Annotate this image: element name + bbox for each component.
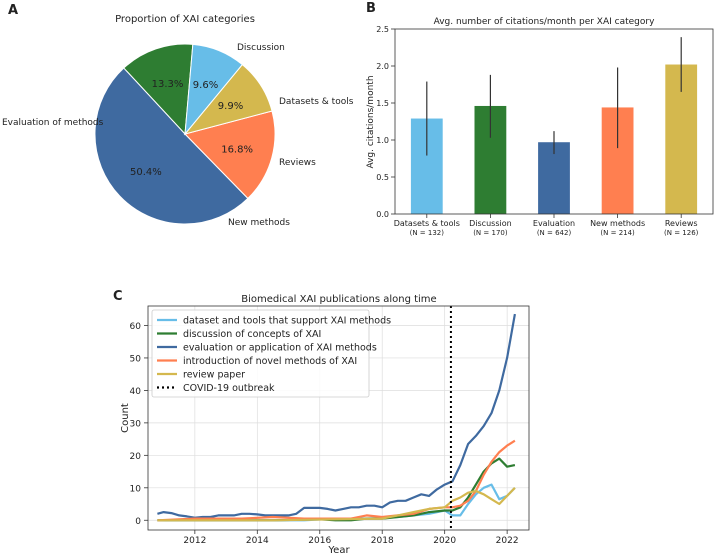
line-plot-frame [147, 305, 530, 531]
bar-title: Avg. number of citations/month per XAI c… [434, 17, 656, 27]
bar-y-tick-label: 1.5 [376, 99, 389, 108]
bar-x-tick-label: New methods [590, 219, 645, 228]
line-y-tick-label: 20 [130, 452, 142, 462]
line-legend: dataset and tools that support XAI metho… [151, 309, 391, 398]
pie-slice-discussion [123, 43, 194, 136]
legend-box [151, 309, 370, 398]
pie-slice-evaluation-of-methods [94, 67, 249, 225]
series-line-evaluation-or-application-of-xai-methods [157, 313, 516, 519]
line-y-axis-label: Count [120, 403, 131, 433]
line-x-tick-label: 2012 [183, 536, 206, 546]
bar-x-tick-label: Evaluation [533, 219, 575, 228]
bar-x-tick-label: Discussion [469, 219, 512, 228]
pie-slice-new-methods [184, 110, 276, 200]
bar-y-axis-label: Avg. citations/month [366, 75, 376, 168]
line-y-tick-label: 30 [130, 419, 142, 429]
line-x-tick-label: 2014 [246, 536, 269, 546]
pie-slice-label: Reviews [279, 158, 316, 168]
bar-y-tick-label: 1.0 [376, 136, 389, 145]
bar-x-tick-count: (N = 126) [664, 229, 699, 237]
legend-label: introduction of novel methods of XAI [183, 356, 357, 367]
pie-slice-label: Discussion [237, 43, 285, 53]
pie-slice-label: Datasets & tools [279, 97, 354, 107]
line-x-tick-label: 2018 [371, 536, 394, 546]
line-y-tick-label: 0 [135, 517, 141, 527]
line-x-tick-label: 2020 [433, 536, 456, 546]
line-title: Biomedical XAI publications along time [241, 294, 436, 305]
bar-y-tick-label: 2.0 [376, 62, 389, 71]
bar-x-tick-label: Datasets & tools [394, 219, 460, 228]
pie-pct-label: 13.3% [152, 79, 184, 90]
panel-label-a: A [8, 3, 18, 18]
legend-label: review paper [183, 370, 245, 381]
bar-x-tick-count: (N = 132) [410, 229, 445, 237]
legend-label: COVID-19 outbreak [183, 383, 275, 394]
pie-slice-label: New methods [228, 218, 290, 228]
panel-label-b: B [366, 1, 376, 16]
bar-y-tick-label: 2.5 [376, 25, 389, 34]
pie-chart: Proportion of XAI categories 13.3% 50.4% 1… [2, 14, 354, 228]
legend-label: discussion of concepts of XAI [183, 329, 321, 340]
line-x-axis-label: Year [327, 545, 350, 555]
line-chart: Biomedical XAI publications along time C… [120, 294, 530, 555]
line-y-tick-label: 50 [130, 354, 142, 364]
line-y-tick-label: 40 [130, 387, 142, 397]
line-y-tick-label: 60 [130, 322, 142, 332]
line-x-tick-label: 2022 [496, 536, 519, 546]
bar-x-tick-count: (N = 642) [537, 229, 572, 237]
line-x-tick-label: 2016 [308, 536, 331, 546]
pie-slice-label: Evaluation of methods [2, 118, 104, 128]
bar-evaluation [538, 142, 570, 214]
bar-x-tick-label: Reviews [665, 219, 698, 228]
bar-chart: Avg. number of citations/month per XAI c… [366, 17, 714, 237]
line-y-tick-label: 10 [130, 484, 142, 494]
pie-pct-label: 9.6% [193, 80, 218, 91]
pie-slice-datasets-tools [184, 43, 244, 136]
bar-y-tick-label: 0.0 [376, 210, 389, 219]
pie-pct-label: 9.9% [218, 101, 243, 112]
series-line-dataset-and-tools-that-support-xai-methods [157, 483, 516, 522]
bar-plot-frame [394, 28, 714, 215]
bar-y-tick-label: 0.5 [376, 173, 389, 182]
pie-pct-label: 50.4% [130, 167, 162, 178]
panel-label-c: C [113, 289, 123, 304]
pie-pct-label: 16.8% [221, 144, 253, 155]
legend-label: evaluation or application of XAI methods [183, 343, 377, 354]
series-line-introduction-of-novel-methods-of-xai [157, 439, 516, 522]
bar-x-tick-count: (N = 214) [600, 229, 635, 237]
pie-title: Proportion of XAI categories [115, 14, 255, 25]
legend-label: dataset and tools that support XAI metho… [183, 316, 391, 327]
series-line-review-paper [157, 487, 516, 522]
bar-x-tick-count: (N = 170) [473, 229, 508, 237]
